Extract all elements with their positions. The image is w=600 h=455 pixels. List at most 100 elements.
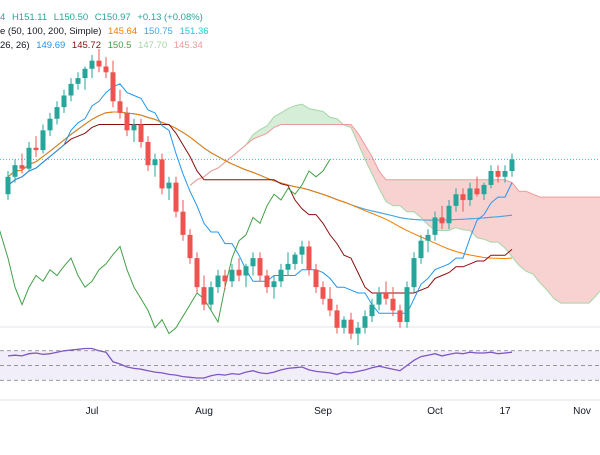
candle-body-19 xyxy=(138,124,144,142)
legend-ohlc-high: H151.11 xyxy=(11,12,48,23)
x-axis-tick-3: Oct xyxy=(427,406,443,417)
candle-11 xyxy=(82,66,88,90)
legend-ohlc-low: L150.50 xyxy=(53,12,89,23)
candle-45 xyxy=(320,281,326,305)
candle-57 xyxy=(404,281,410,328)
candle-body-46 xyxy=(327,298,333,311)
candle-53 xyxy=(376,287,382,311)
cloud-segment-38 xyxy=(456,179,463,230)
cloud-segment-43 xyxy=(491,179,498,243)
legend-ma-100-value: 150.75 xyxy=(143,26,173,37)
candle-body-3 xyxy=(26,147,32,169)
rsi-band xyxy=(0,350,600,381)
candle-body-58 xyxy=(411,258,417,288)
candle-body-52 xyxy=(369,304,375,317)
candle-23 xyxy=(166,176,172,201)
senkou-span-a-line xyxy=(189,103,600,304)
candle-body-22 xyxy=(159,159,165,189)
candle-body-18 xyxy=(131,124,137,131)
candle-48 xyxy=(341,316,347,334)
candle-body-36 xyxy=(257,258,263,276)
cloud-segment-55 xyxy=(575,197,582,304)
candle-44 xyxy=(313,263,319,293)
candle-29 xyxy=(208,281,214,311)
candle-body-54 xyxy=(383,292,389,299)
legend-ichimoku-label: 26, 26) xyxy=(0,40,30,51)
cloud-segment-53 xyxy=(561,197,568,304)
cloud-segment-15 xyxy=(295,104,302,125)
legend-chikou-value: 150.5 xyxy=(107,40,132,51)
candle-body-38 xyxy=(271,281,277,288)
legend-ma-label: e (50, 100, 200, Simple) xyxy=(0,26,102,37)
candle-18 xyxy=(131,118,137,142)
candle-body-37 xyxy=(264,275,270,288)
cloud-segment-48 xyxy=(526,191,533,275)
candle-body-42 xyxy=(299,246,305,255)
candle-body-62 xyxy=(439,217,445,224)
candle-16 xyxy=(117,89,123,119)
candle-0 xyxy=(5,171,11,201)
candle-body-56 xyxy=(397,310,403,322)
candle-35 xyxy=(250,252,256,276)
candle-72 xyxy=(509,153,515,177)
candle-body-64 xyxy=(453,194,459,206)
cloud-segment-52 xyxy=(554,197,561,304)
candle-body-8 xyxy=(61,95,67,108)
cloud-segment-39 xyxy=(463,179,470,231)
candle-59 xyxy=(418,234,424,264)
x-axis-tick-5: Nov xyxy=(573,406,591,417)
legend-ma-50-value: 145.64 xyxy=(108,26,138,37)
candle-2 xyxy=(19,153,25,174)
candle-body-71 xyxy=(502,171,508,177)
candle-body-72 xyxy=(509,159,515,171)
candle-24 xyxy=(173,176,179,218)
candle-69 xyxy=(488,165,494,189)
kijun-sen-line xyxy=(7,124,513,294)
candle-body-16 xyxy=(117,101,123,113)
candle-40 xyxy=(285,252,291,276)
candle-body-11 xyxy=(82,68,88,79)
candle-body-55 xyxy=(390,298,396,311)
cloud-segment-18 xyxy=(316,110,323,125)
candle-63 xyxy=(446,200,452,230)
candle-58 xyxy=(411,252,417,293)
candle-body-21 xyxy=(152,159,158,166)
cloud-segment-28 xyxy=(386,179,393,206)
candle-body-12 xyxy=(89,60,95,69)
candle-body-5 xyxy=(40,130,46,151)
candle-body-44 xyxy=(313,269,319,288)
candle-body-28 xyxy=(201,287,207,305)
candle-10 xyxy=(75,72,81,90)
candle-body-70 xyxy=(495,171,501,177)
cloud-segment-14 xyxy=(288,105,295,125)
candle-52 xyxy=(369,298,375,322)
candle-68 xyxy=(481,182,487,201)
candle-13 xyxy=(96,49,102,73)
chikou-span-line xyxy=(0,159,331,335)
cloud-segment-29 xyxy=(393,179,400,206)
candle-39 xyxy=(278,263,284,288)
cloud-segment-30 xyxy=(400,179,407,212)
cloud-segment-56 xyxy=(582,197,589,304)
cloud-segment-27 xyxy=(379,171,386,202)
candle-body-59 xyxy=(418,240,424,259)
candle-62 xyxy=(439,205,445,230)
candle-17 xyxy=(124,107,130,137)
legend-ohlc-close: C150.97 xyxy=(94,12,131,23)
candle-27 xyxy=(194,252,200,293)
cloud-segment-54 xyxy=(568,197,575,304)
candle-43 xyxy=(306,240,312,276)
candle-body-15 xyxy=(110,72,116,102)
x-axis-tick-2: Sep xyxy=(314,406,332,417)
cloud-segment-44 xyxy=(498,179,505,248)
candle-7 xyxy=(54,101,60,125)
candle-body-50 xyxy=(355,327,361,334)
candle-14 xyxy=(103,57,109,79)
legend-ichimoku: 26, 26) 149.69 145.72 150.5 147.70 145.3… xyxy=(0,40,207,52)
legend-ma-200-value: 151.36 xyxy=(179,26,209,37)
candle-22 xyxy=(159,153,165,195)
candle-body-53 xyxy=(376,292,382,305)
cloud-segment-26 xyxy=(372,156,379,189)
candle-12 xyxy=(89,54,95,79)
